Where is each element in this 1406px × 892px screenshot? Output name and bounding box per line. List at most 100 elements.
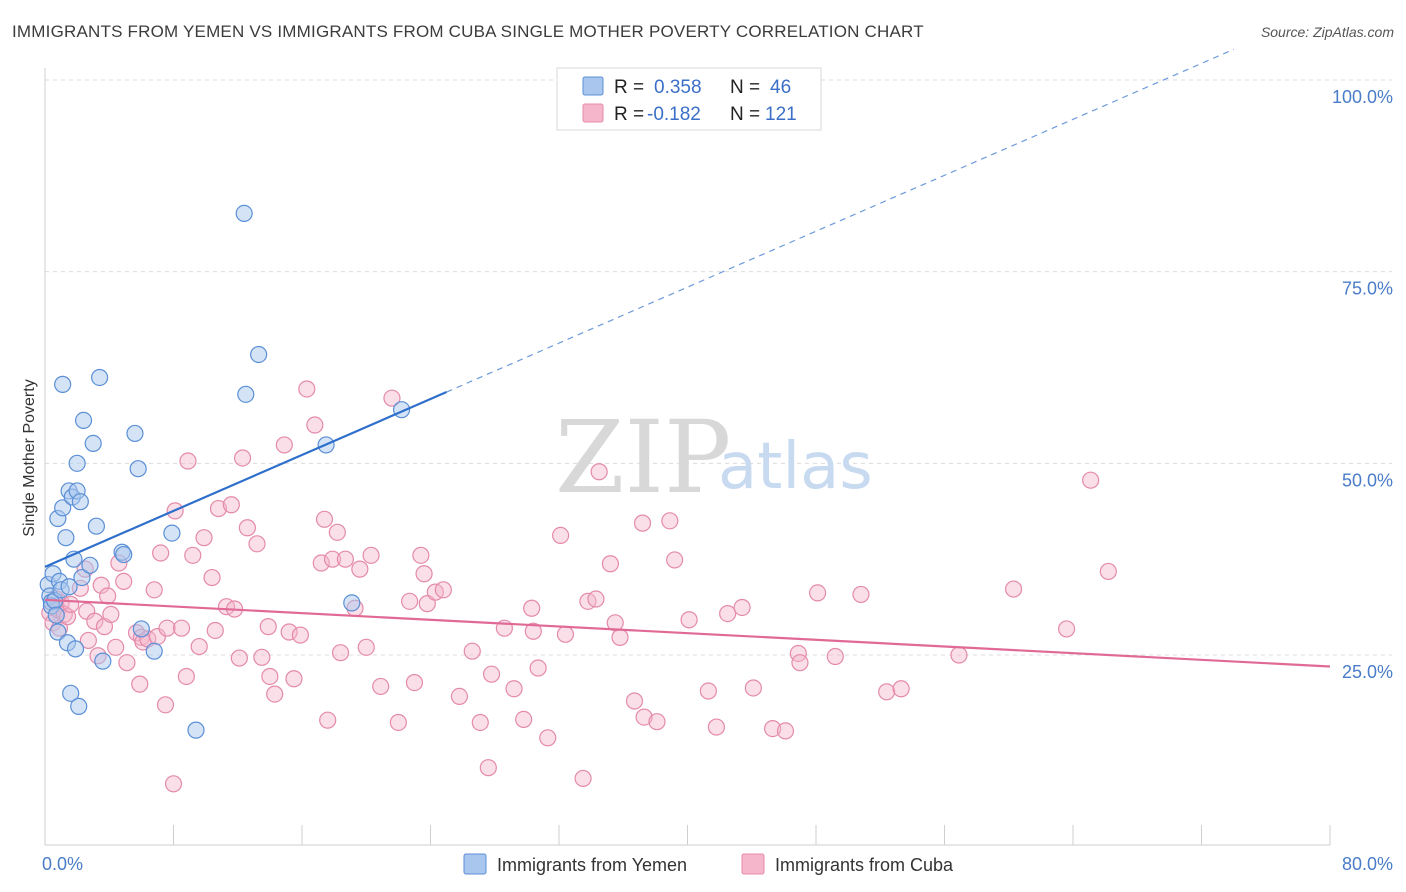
cuba-point <box>253 648 271 666</box>
cuba-point <box>1004 580 1023 598</box>
yemen-point <box>47 606 65 624</box>
yemen-point <box>343 594 361 612</box>
yemen-point <box>70 697 88 715</box>
legend-cuba-r-label: R = <box>614 104 644 125</box>
cuba-point <box>275 436 293 454</box>
yemen-point <box>60 578 78 596</box>
legend-yemen-swatch <box>582 76 604 96</box>
chart-title: IMMIGRANTS FROM YEMEN VS IMMIGRANTS FROM… <box>12 22 924 41</box>
cuba-point <box>587 590 605 608</box>
legend-cuba-r-value: -0.182 <box>647 104 701 125</box>
legend-yemen-r-label: R = <box>614 77 644 98</box>
cuba-point <box>666 551 684 569</box>
cuba-point <box>791 654 809 672</box>
cuba-point <box>401 592 419 610</box>
cuba-point <box>102 605 120 623</box>
cuba-point <box>611 628 629 646</box>
legend-cuba-n-label: N = <box>730 104 760 125</box>
cuba-point <box>463 642 481 660</box>
yemen-point <box>91 368 109 387</box>
top-legend: R = 0.358 N = 46 R = -0.182 N = 121 <box>556 67 822 131</box>
grid-layer <box>45 79 1392 656</box>
cuba-point <box>280 623 298 641</box>
cuba-point <box>680 611 698 629</box>
cuba-point <box>590 463 608 481</box>
yemen-point <box>132 620 150 638</box>
y-tick-label-2: 75.0% <box>1342 279 1393 299</box>
cuba-point <box>529 659 547 677</box>
cuba-point <box>434 581 452 599</box>
cuba-point <box>524 622 542 640</box>
cuba-point <box>556 625 575 643</box>
x-tick-label-1: 80.0% <box>1342 854 1393 874</box>
yemen-point <box>129 460 147 478</box>
cuba-point <box>238 519 256 537</box>
cuba-point <box>372 677 390 696</box>
watermark: ZIP atlas <box>555 399 873 516</box>
chart-source: Source: ZipAtlas.com <box>1260 24 1394 40</box>
y-tick-label-1: 50.0% <box>1342 470 1393 490</box>
cuba-point <box>776 722 795 740</box>
cuba-point <box>412 546 430 564</box>
cuba-point <box>539 729 557 747</box>
cuba-point <box>312 554 330 572</box>
cuba-point <box>415 565 433 583</box>
cuba-point <box>733 598 751 617</box>
yemen-point <box>81 556 99 574</box>
yemen-point <box>49 623 67 641</box>
cuba-point <box>99 587 117 605</box>
watermark-zip: ZIP <box>555 399 731 516</box>
cuba-point <box>79 631 97 650</box>
yemen-trend-extension <box>446 48 1235 393</box>
cuba-point <box>190 637 208 656</box>
yemen-point <box>84 434 102 452</box>
cuba-point <box>152 544 170 562</box>
cuba-point <box>892 680 910 698</box>
yemen-point <box>62 684 80 702</box>
cuba-point <box>809 584 827 602</box>
legend-yemen-n-value: 46 <box>770 77 791 98</box>
cuba-point <box>633 514 652 532</box>
y-axis-title: Single Mother Poverty <box>21 379 38 536</box>
yemen-point <box>163 524 181 542</box>
y-tick-label-3: 100.0% <box>1332 87 1393 107</box>
cuba-point <box>552 526 570 545</box>
cuba-point <box>719 604 737 623</box>
bottom-legend-cuba-label: Immigrants from Cuba <box>775 855 954 875</box>
cuba-point <box>261 667 279 686</box>
cuba-point <box>852 585 870 604</box>
yemen-point <box>73 568 91 587</box>
cuba-point <box>184 546 202 564</box>
yemen-point <box>71 493 89 511</box>
cuba-point <box>177 667 195 686</box>
cuba-point <box>298 380 316 398</box>
cuba-point <box>661 512 679 530</box>
yemen-point <box>250 345 268 364</box>
cuba-point <box>179 452 197 470</box>
cuba-point <box>699 682 717 700</box>
cuba-point <box>383 389 401 407</box>
yemen-point <box>187 721 205 739</box>
yemen-point <box>87 517 106 535</box>
bottom-legend-yemen-label: Immigrants from Yemen <box>497 855 687 875</box>
cuba-point <box>118 654 136 672</box>
cuba-point <box>574 769 592 788</box>
cuba-point <box>266 685 284 703</box>
yemen-points <box>39 204 411 739</box>
cuba-point <box>156 696 175 714</box>
cuba-point <box>523 599 541 617</box>
cuba-point <box>285 670 303 688</box>
cuba-point <box>86 612 104 630</box>
cuba-point <box>648 713 666 731</box>
cuba-point <box>328 523 346 541</box>
bottom-legend-cuba-swatch <box>741 853 765 875</box>
cuba-point <box>195 529 213 547</box>
cuba-point <box>107 638 125 656</box>
yemen-point <box>57 529 75 547</box>
y-tick-label-0: 25.0% <box>1342 662 1393 682</box>
cuba-points <box>41 380 1117 793</box>
cuba-point <box>230 649 248 667</box>
cuba-point <box>62 595 80 614</box>
yemen-point <box>54 499 72 517</box>
